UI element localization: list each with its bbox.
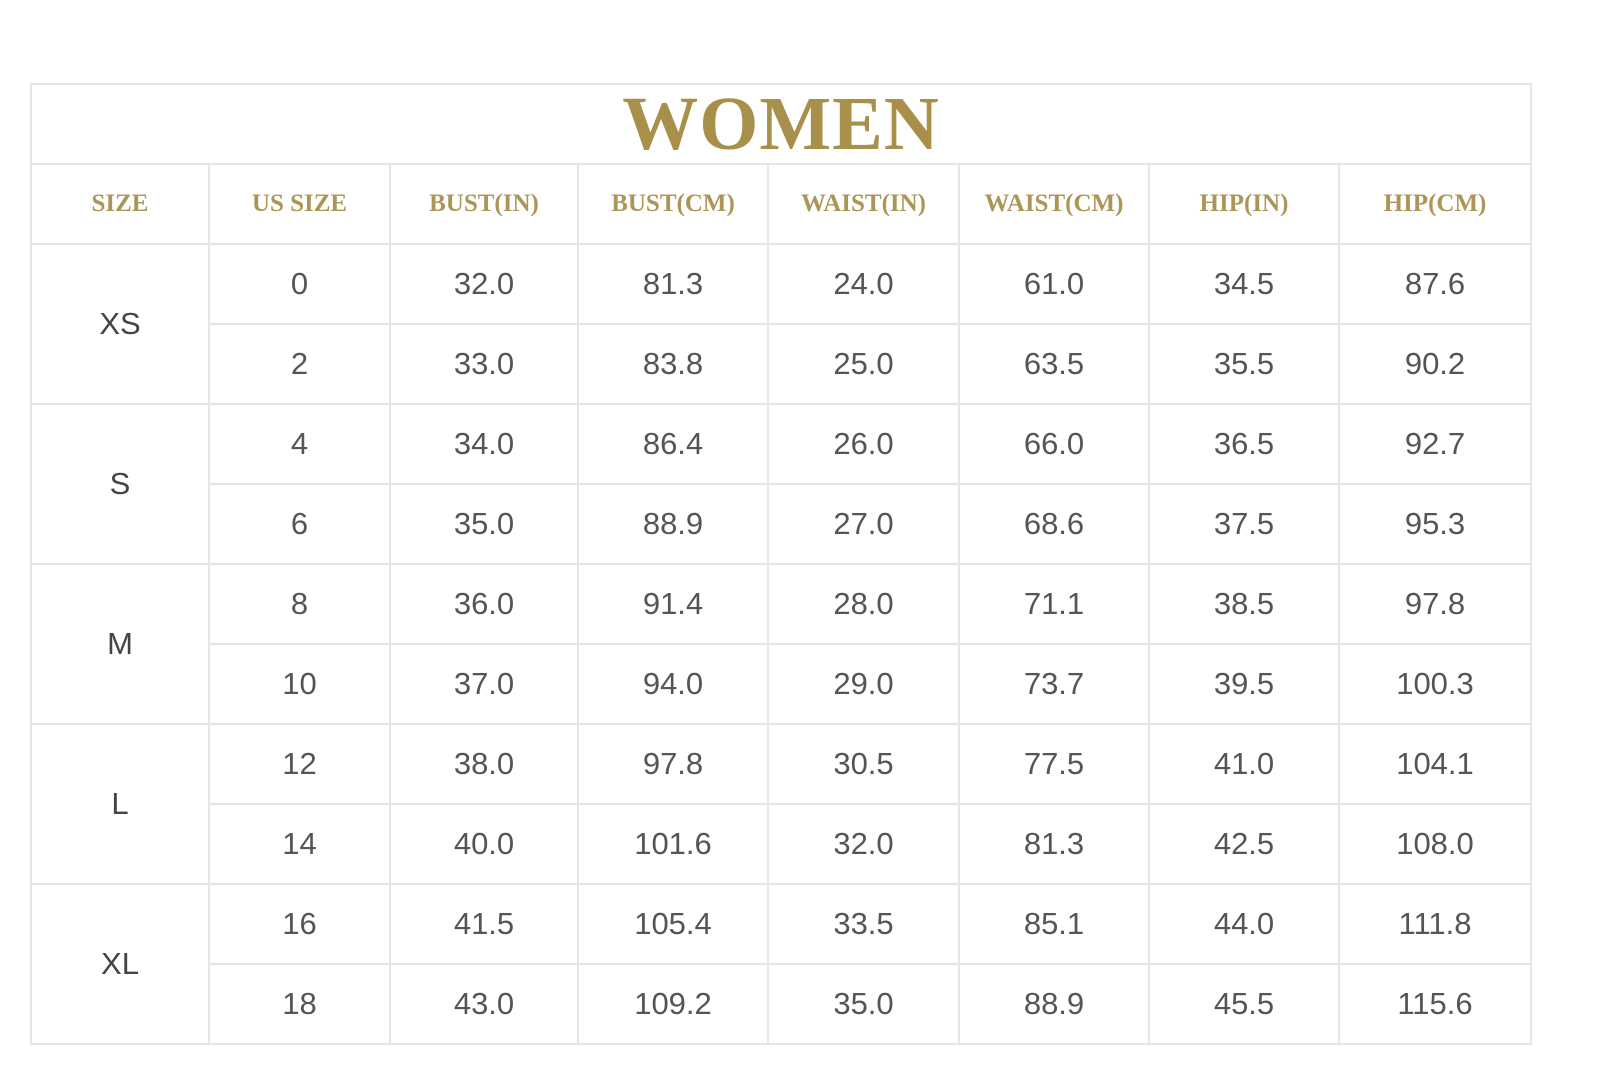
column-header: HIP(IN) (1148, 163, 1340, 245)
table-cell: 14 (208, 803, 391, 885)
table-cell: 45.5 (1148, 963, 1340, 1045)
table-cell: 81.3 (577, 243, 769, 325)
table-cell: 16 (208, 883, 391, 965)
size-label: XL (30, 883, 210, 1045)
size-label: S (30, 403, 210, 565)
table-cell: 32.0 (767, 803, 960, 885)
table-cell: 27.0 (767, 483, 960, 565)
table-cell: 25.0 (767, 323, 960, 405)
table-cell: 41.0 (1148, 723, 1340, 805)
table-cell: 88.9 (958, 963, 1150, 1045)
table-cell: 34.0 (389, 403, 579, 485)
table-cell: 35.0 (389, 483, 579, 565)
table-cell: 77.5 (958, 723, 1150, 805)
table-cell: 32.0 (389, 243, 579, 325)
table-cell: 86.4 (577, 403, 769, 485)
table-cell: 37.0 (389, 643, 579, 725)
chart-title: WOMEN (30, 83, 1532, 165)
table-cell: 63.5 (958, 323, 1150, 405)
table-cell: 43.0 (389, 963, 579, 1045)
table-cell: 94.0 (577, 643, 769, 725)
table-cell: 104.1 (1338, 723, 1532, 805)
column-header: SIZE (30, 163, 210, 245)
table-cell: 87.6 (1338, 243, 1532, 325)
table-cell: 97.8 (577, 723, 769, 805)
table-cell: 8 (208, 563, 391, 645)
table-cell: 10 (208, 643, 391, 725)
table-cell: 2 (208, 323, 391, 405)
table-cell: 61.0 (958, 243, 1150, 325)
table-row: S 4 34.0 86.4 26.0 66.0 36.5 92.7 (30, 403, 1532, 565)
table-cell: 71.1 (958, 563, 1150, 645)
table-cell: 88.9 (577, 483, 769, 565)
table-cell: 97.8 (1338, 563, 1532, 645)
table-cell: 81.3 (958, 803, 1150, 885)
table-cell: 34.5 (1148, 243, 1340, 325)
table-cell: 38.0 (389, 723, 579, 805)
table-row: M 8 36.0 91.4 28.0 71.1 38.5 97.8 (30, 563, 1532, 725)
table-row: XL 16 41.5 105.4 33.5 85.1 44.0 111.8 (30, 883, 1532, 1045)
table-cell: 42.5 (1148, 803, 1340, 885)
table-row: 14 40.0 101.6 32.0 81.3 42.5 108.0 (31, 803, 1532, 885)
size-label: M (30, 563, 210, 725)
table-cell: 36.5 (1148, 403, 1340, 485)
size-chart-table: WOMEN SIZE US SIZE BUST(IN) BUST(CM) WAIST(I… (30, 83, 1532, 1045)
table-cell: 29.0 (767, 643, 960, 725)
column-header: BUST(CM) (577, 163, 769, 245)
table-cell: 111.8 (1338, 883, 1532, 965)
table-cell: 0 (208, 243, 391, 325)
table-cell: 92.7 (1338, 403, 1532, 485)
table-cell: 33.0 (389, 323, 579, 405)
table-cell: 95.3 (1338, 483, 1532, 565)
table-cell: 36.0 (389, 563, 579, 645)
table-cell: 18 (208, 963, 391, 1045)
table-cell: 101.6 (577, 803, 769, 885)
table-cell: 66.0 (958, 403, 1150, 485)
table-cell: 83.8 (577, 323, 769, 405)
table-cell: 35.0 (767, 963, 960, 1045)
column-header: WAIST(IN) (767, 163, 960, 245)
table-cell: 90.2 (1338, 323, 1532, 405)
table-cell: 100.3 (1338, 643, 1532, 725)
table-row: 10 37.0 94.0 29.0 73.7 39.5 100.3 (31, 643, 1532, 725)
table-cell: 109.2 (577, 963, 769, 1045)
column-header: HIP(CM) (1338, 163, 1532, 245)
table-cell: 41.5 (389, 883, 579, 965)
table-cell: 40.0 (389, 803, 579, 885)
table-cell: 33.5 (767, 883, 960, 965)
table-row: 18 43.0 109.2 35.0 88.9 45.5 115.6 (31, 963, 1532, 1045)
table-cell: 4 (208, 403, 391, 485)
table-cell: 68.6 (958, 483, 1150, 565)
table-cell: 6 (208, 483, 391, 565)
table-row: 6 35.0 88.9 27.0 68.6 37.5 95.3 (31, 483, 1532, 565)
table-cell: 38.5 (1148, 563, 1340, 645)
table-cell: 85.1 (958, 883, 1150, 965)
table-cell: 12 (208, 723, 391, 805)
header-row: SIZE US SIZE BUST(IN) BUST(CM) WAIST(IN) WAIS… (30, 163, 1532, 245)
table-cell: 35.5 (1148, 323, 1340, 405)
column-header: BUST(IN) (389, 163, 579, 245)
table-cell: 30.5 (767, 723, 960, 805)
table-cell: 73.7 (958, 643, 1150, 725)
table-cell: 91.4 (577, 563, 769, 645)
table-row: 2 33.0 83.8 25.0 63.5 35.5 90.2 (31, 323, 1532, 405)
table-cell: 37.5 (1148, 483, 1340, 565)
column-header: US SIZE (208, 163, 391, 245)
table-cell: 105.4 (577, 883, 769, 965)
column-header: WAIST(CM) (958, 163, 1150, 245)
table-cell: 28.0 (767, 563, 960, 645)
table-cell: 44.0 (1148, 883, 1340, 965)
table-cell: 24.0 (767, 243, 960, 325)
table-cell: 26.0 (767, 403, 960, 485)
table-cell: 108.0 (1338, 803, 1532, 885)
size-label: L (30, 723, 210, 885)
table-cell: 39.5 (1148, 643, 1340, 725)
table-row: L 12 38.0 97.8 30.5 77.5 41.0 104.1 (30, 723, 1532, 885)
table-cell: 115.6 (1338, 963, 1532, 1045)
size-label: XS (30, 243, 210, 405)
table-row: XS 0 32.0 81.3 24.0 61.0 34.5 87.6 (30, 243, 1532, 405)
